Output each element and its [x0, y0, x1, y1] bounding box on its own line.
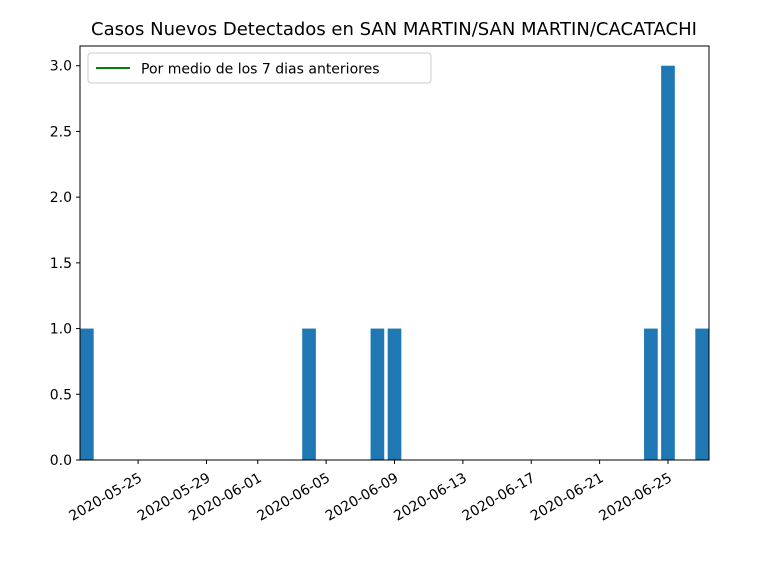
bar-2020-06-09 — [387, 328, 402, 460]
chart-title: Casos Nuevos Detectados en SAN MARTIN/SA… — [91, 19, 697, 40]
bar-2020-06-25 — [661, 65, 675, 460]
legend-label: Por medio de los 7 dias anteriores — [141, 62, 380, 78]
y-tick-label: 2.0 — [50, 190, 72, 206]
y-tick-label: 1.5 — [50, 256, 72, 272]
y-tick-label: 0.5 — [50, 387, 72, 403]
y-tick-label: 2.5 — [50, 124, 72, 140]
bar-2020-06-08 — [370, 328, 385, 460]
legend-box — [87, 52, 432, 84]
y-tick-label: 1.0 — [50, 322, 72, 338]
bar-2020-06-04 — [302, 328, 316, 460]
bar-2020-06-27 — [695, 328, 709, 460]
y-tick-label: 0.0 — [50, 453, 72, 469]
bar-2020-06-24 — [644, 328, 658, 460]
legend: Por medio de los 7 dias anteriores — [87, 52, 432, 84]
bar-2020-05-22 — [80, 328, 94, 460]
y-tick-label: 3.0 — [50, 59, 72, 75]
bars-layer — [80, 65, 709, 460]
